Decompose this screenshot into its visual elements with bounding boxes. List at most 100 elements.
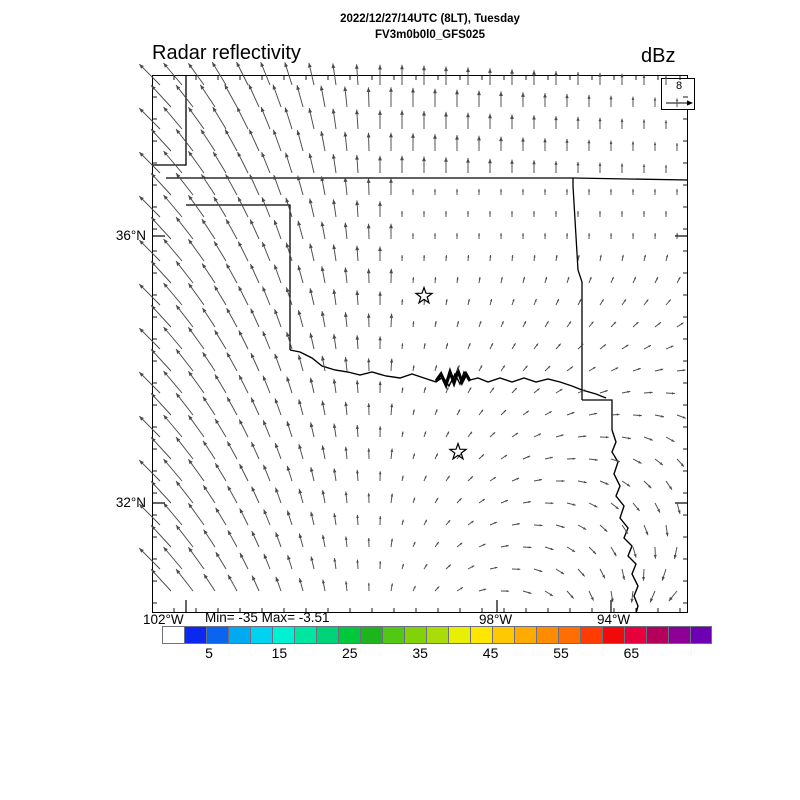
wind-vector [163,194,183,218]
wind-vector-head [546,321,549,324]
wind-vector-head [237,151,242,157]
wind-vector-head [444,111,448,117]
wind-vector-head [309,422,314,428]
wind-vector-head [648,484,652,489]
wind-vector-head [320,221,325,227]
wind-vector-head [555,211,557,214]
wind-vector-head [524,321,526,324]
state-boundary-sabine-river [611,429,639,614]
wind-vector-head [459,542,463,546]
wind-vector-head [670,345,674,348]
wind-vector-head [215,418,220,424]
wind-vector-head [188,327,193,333]
colorbar-tick-label: 5 [205,645,213,661]
wind-vector-head [356,559,359,563]
wind-vector-head [537,388,540,391]
wind-vector-head [188,547,193,553]
wind-vector-head [297,265,302,271]
wind-vector-head [434,321,437,324]
wind-vector-head [201,219,207,225]
wind-vector-head [298,533,303,539]
wind-vector-head [225,174,230,180]
wind-vector-head [367,538,370,541]
wind-vector-head [577,211,579,214]
wind-vector-head [535,343,539,346]
wind-vector-head [577,254,580,258]
wind-vector-head [163,107,168,112]
wind-vector-head [648,345,651,348]
colorbar-tick-label: 25 [342,645,358,661]
wind-vector [138,239,161,262]
wind-vector-head [378,64,382,70]
wind-vector-head [356,469,359,474]
wind-vector-head [331,154,336,159]
wind-vector-head [188,63,193,69]
wind-vector-head [477,135,481,141]
wind-vector-head [661,576,665,581]
wind-vector-head [675,98,679,102]
wind-vector-head [139,64,144,69]
wind-vector-head [355,109,359,115]
wind-vector-head [319,85,324,91]
wind-vector-head [296,85,301,91]
wind-vector-head [412,409,415,412]
wind-vector-head [478,233,480,236]
wind-vector-head [215,463,220,469]
wind-vector-head [467,211,469,214]
wind-vector-head [236,62,241,67]
wind-vector-head [367,448,371,452]
wind-vector-head [556,299,559,302]
wind-vector-head [378,336,382,341]
wind-vector-head [309,467,314,472]
wind-vector-head [238,330,243,336]
wind-vector-head [637,368,641,371]
wind-vector-head [401,211,403,214]
colorbar-segment [272,626,294,644]
wind-vector-head [343,131,348,137]
wind-vector-head [434,189,436,192]
wind-vector-head [594,412,598,415]
wind-vector [163,62,183,86]
wind-vector-head [412,321,415,324]
wind-vector-head [423,255,426,258]
wind-vector-head [513,343,516,346]
wind-vector-head [525,365,528,369]
wind-vector-head [511,255,514,258]
wind-vector-head [226,308,231,314]
wind-vector [138,195,161,218]
wind-vector-head [445,255,448,258]
colorbar-segment [294,626,316,644]
wind-vector-head [139,372,144,377]
colorbar-segment [316,626,338,644]
wind-vector-head [532,160,536,165]
wind-vector-head [650,598,654,603]
wind-vector-head [490,343,493,346]
wind-vector-head [389,223,393,229]
wind-vector [163,414,183,438]
wind-vector-head [489,211,491,214]
wind-vector-head [250,264,255,270]
wind-vector [150,216,172,240]
wind-vector-head [512,299,515,302]
wind-vector-head [436,542,439,545]
wind-vector-head [510,159,514,164]
wind-vector-head [582,389,586,392]
wind-vector-head [459,498,462,501]
wind-vector-head [550,456,553,459]
wind-vector-head [285,287,290,293]
wind-vector-head [400,155,404,161]
wind-vector-head [522,189,524,192]
wind-vector-head [163,195,168,200]
wind-vector-head [469,431,472,435]
wind-vector-head [625,344,629,347]
wind-vector-head [251,397,255,403]
vector-scale-legend: 8 [661,78,695,110]
wind-vector-head [550,547,554,550]
wind-vector-head [517,523,520,526]
state-boundary-kansas-missouri [572,177,689,181]
wind-vector-head [262,331,267,337]
wind-vector-head [446,343,448,346]
colorbar-segment [404,626,426,644]
wind-vector-head [435,365,437,368]
wind-vector-head [490,299,492,302]
